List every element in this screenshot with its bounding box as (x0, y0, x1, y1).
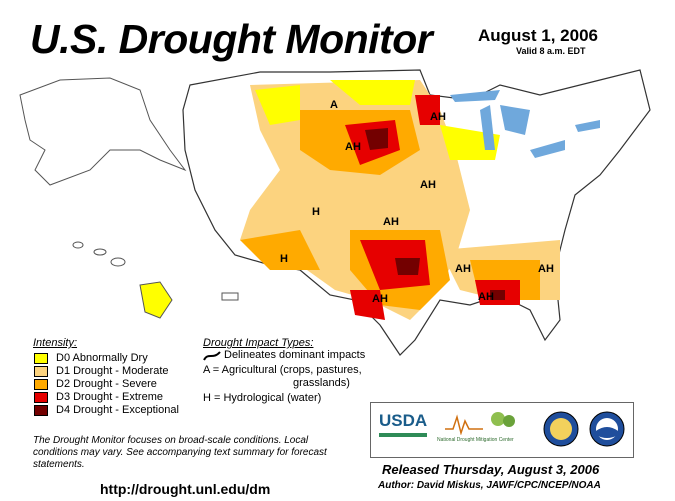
author-credit: Author: David Miskus, JAWF/CPC/NCEP/NOAA (378, 480, 601, 491)
drought-areas (240, 80, 560, 320)
legend-swatch (34, 378, 48, 390)
website-link[interactable]: http://drought.unl.edu/dm (100, 481, 271, 497)
legend-label: D4 Drought - Exceptional (56, 404, 179, 416)
legend-swatch (34, 365, 48, 377)
valid-time: Valid 8 a.m. EDT (516, 46, 586, 56)
noaa-logo-icon (589, 411, 625, 447)
map-label: AH (430, 111, 446, 123)
legend-swatch (34, 404, 48, 416)
ndmc-logo-graphic (445, 412, 515, 435)
page-title: U.S. Drought Monitor (30, 16, 433, 62)
release-date: Released Thursday, August 3, 2006 (382, 462, 600, 477)
impact-agricultural-cont: grasslands) (293, 377, 350, 389)
legend-item-d2: D2 Drought - Severe (34, 377, 157, 391)
partner-logos: USDA National Drought Mitigation Center (370, 402, 634, 458)
great-lakes (450, 90, 600, 158)
impact-labels: A AH AH AH H AH H AH AH AH AH (280, 99, 554, 305)
map-label: AH (538, 263, 554, 275)
impact-hydrological: H = Hydrological (water) (203, 392, 322, 404)
disclaimer-note: The Drought Monitor focuses on broad-sca… (33, 435, 327, 470)
map-label: AH (455, 263, 471, 275)
impact-legend-heading: Drought Impact Types: (203, 337, 314, 349)
map-label: AH (383, 216, 399, 228)
legend-label: D2 Drought - Severe (56, 378, 157, 390)
legend-item-d0: D0 Abnormally Dry (34, 351, 148, 365)
usda-logo: USDA (379, 411, 428, 430)
legend-label: D0 Abnormally Dry (56, 352, 148, 364)
impact-line-label: Delineates dominant impacts (224, 349, 366, 361)
map-label: AH (345, 141, 361, 153)
legend-swatch (34, 391, 48, 403)
map-label: AH (420, 179, 436, 191)
ndmc-logo-text: National Drought Mitigation Center (437, 437, 514, 443)
legend-label: D1 Drought - Moderate (56, 365, 169, 377)
legend-item-d4: D4 Drought - Exceptional (34, 403, 179, 417)
puerto-rico-shape (221, 292, 239, 301)
impact-agricultural: A = Agricultural (crops, pastures, (203, 364, 362, 376)
alaska-shape (19, 77, 187, 186)
commerce-seal-icon (543, 411, 579, 447)
hawaii-islands (72, 241, 173, 319)
map-label: H (280, 253, 288, 265)
map-label: A (330, 99, 338, 111)
legend-item-d1: D1 Drought - Moderate (34, 364, 169, 378)
usda-logo-stripe (379, 433, 427, 437)
map-label: AH (478, 291, 494, 303)
map-date: August 1, 2006 (478, 26, 598, 45)
map-label: H (312, 206, 320, 218)
legend-swatch (34, 352, 48, 364)
intensity-legend-heading: Intensity: (33, 337, 78, 349)
legend-item-d3: D3 Drought - Extreme (34, 390, 163, 404)
map-label: AH (372, 293, 388, 305)
legend-label: D3 Drought - Extreme (56, 391, 163, 403)
impact-line-icon (203, 351, 221, 361)
